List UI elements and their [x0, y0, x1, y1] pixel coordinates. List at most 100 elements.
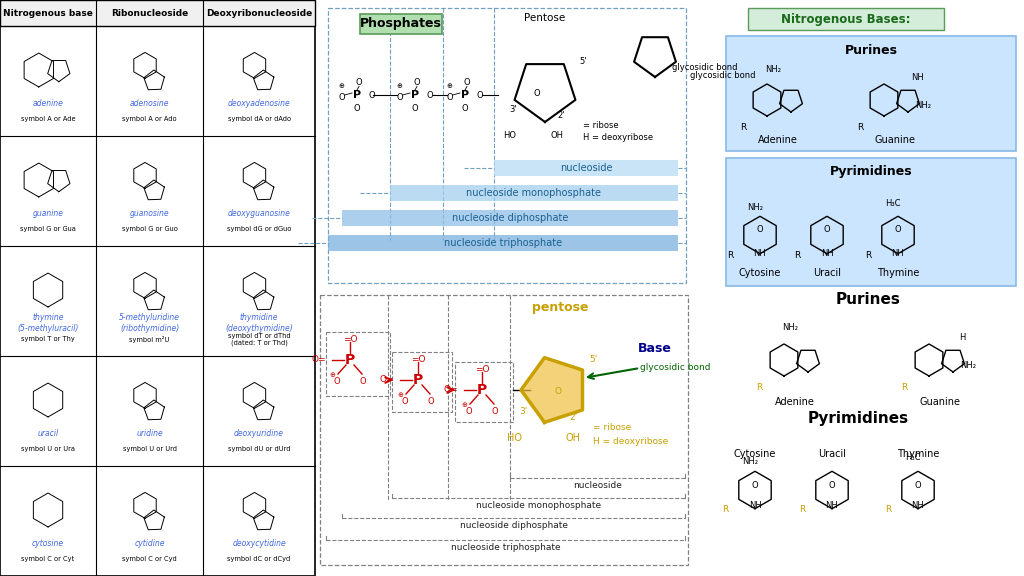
Text: Nitrogenous Bases:: Nitrogenous Bases:: [781, 13, 910, 25]
Text: R: R: [885, 506, 891, 514]
Text: HO: HO: [504, 131, 516, 139]
Bar: [319, 295, 688, 565]
Text: 5': 5': [580, 58, 587, 66]
Text: symbol U or Urd: symbol U or Urd: [123, 446, 176, 453]
Text: Thymine: Thymine: [897, 449, 939, 459]
Text: O: O: [895, 225, 901, 234]
Text: ⊕: ⊕: [397, 392, 402, 398]
Bar: [342, 210, 678, 226]
Text: R: R: [901, 384, 907, 392]
Text: Thymine: Thymine: [877, 268, 920, 278]
Text: symbol dG or dGuo: symbol dG or dGuo: [227, 226, 291, 233]
Text: O: O: [401, 396, 409, 406]
Text: NH₂: NH₂: [746, 203, 763, 211]
Text: =O: =O: [343, 335, 357, 344]
Text: NH₂: NH₂: [742, 457, 758, 467]
Bar: [0, 0, 315, 576]
Bar: [494, 160, 678, 176]
Text: symbol T or Thy: symbol T or Thy: [22, 336, 75, 343]
Text: H₃C: H₃C: [886, 199, 901, 207]
Text: O: O: [396, 93, 403, 101]
Text: R: R: [865, 251, 871, 260]
Text: NH: NH: [754, 248, 766, 257]
Text: adenine: adenine: [33, 98, 63, 108]
Text: P: P: [411, 90, 419, 100]
Text: Deoxyribonucleoside: Deoxyribonucleoside: [206, 9, 312, 17]
Text: nucleoside monophosphate: nucleoside monophosphate: [467, 188, 601, 198]
Text: symbol m²U: symbol m²U: [129, 336, 170, 343]
Text: Uracil: Uracil: [813, 268, 841, 278]
Text: nucleoside monophosphate: nucleoside monophosphate: [476, 502, 601, 510]
Text: Cytosine: Cytosine: [734, 449, 776, 459]
Text: symbol dC or dCyd: symbol dC or dCyd: [227, 556, 291, 563]
Text: O: O: [828, 480, 836, 490]
Text: O: O: [466, 407, 472, 415]
Text: HO: HO: [508, 433, 522, 443]
Text: O=: O=: [443, 385, 458, 395]
Bar: [328, 235, 678, 251]
Text: deoxyguanosine: deoxyguanosine: [227, 209, 291, 218]
Text: R: R: [722, 506, 728, 514]
Text: uridine: uridine: [136, 429, 163, 438]
Text: R: R: [794, 251, 800, 260]
Text: P: P: [345, 353, 355, 367]
Text: deoxyadenosine: deoxyadenosine: [227, 98, 291, 108]
Text: R: R: [799, 506, 805, 514]
Text: O: O: [914, 480, 922, 490]
Text: 2': 2': [557, 112, 565, 120]
Text: ⊕: ⊕: [339, 83, 345, 89]
Text: glycosidic bond: glycosidic bond: [672, 63, 737, 73]
Text: glycosidic bond: glycosidic bond: [640, 363, 711, 373]
Text: Uracil: Uracil: [818, 449, 846, 459]
Text: guanine: guanine: [33, 209, 63, 218]
Text: symbol C or Cyt: symbol C or Cyt: [22, 556, 75, 563]
Text: Base: Base: [638, 342, 672, 354]
Text: OH: OH: [551, 131, 563, 141]
Text: O: O: [462, 104, 468, 113]
Text: H = deoxyribose: H = deoxyribose: [593, 438, 669, 446]
Text: O=: O=: [380, 376, 394, 385]
Text: O: O: [355, 78, 362, 87]
Text: deoxyuridine: deoxyuridine: [234, 429, 284, 438]
Text: symbol dT or dThd
(dated: T or Thd): symbol dT or dThd (dated: T or Thd): [227, 333, 291, 346]
Text: NH: NH: [749, 502, 762, 510]
Text: 3': 3': [519, 407, 527, 416]
Text: nucleoside diphosphate: nucleoside diphosphate: [452, 213, 568, 223]
Text: R: R: [756, 384, 762, 392]
Text: ⊕: ⊕: [446, 83, 453, 89]
Text: Purines: Purines: [845, 44, 897, 56]
Text: nucleoside triphosphate: nucleoside triphosphate: [451, 544, 560, 552]
Text: 3': 3': [509, 105, 517, 115]
Text: = ribose: = ribose: [583, 120, 618, 130]
Text: NH: NH: [911, 502, 925, 510]
Text: symbol dU or dUrd: symbol dU or dUrd: [227, 446, 291, 453]
Text: O: O: [412, 104, 419, 113]
Text: R: R: [727, 251, 733, 260]
Text: O: O: [492, 407, 499, 415]
Text: symbol G or Guo: symbol G or Guo: [122, 226, 177, 233]
Text: O: O: [446, 93, 453, 101]
Text: NH₂: NH₂: [765, 66, 781, 74]
Text: O: O: [414, 78, 420, 87]
Text: =O: =O: [411, 355, 425, 365]
Text: NH: NH: [910, 74, 924, 82]
Text: symbol G or Gua: symbol G or Gua: [20, 226, 76, 233]
Bar: [726, 36, 1016, 151]
Text: Guanine: Guanine: [920, 397, 961, 407]
Text: H: H: [958, 334, 966, 343]
Text: Nitrogenous base: Nitrogenous base: [3, 9, 93, 17]
Text: NH: NH: [825, 502, 839, 510]
Text: OH: OH: [565, 433, 581, 443]
Text: O: O: [427, 90, 433, 100]
Text: O: O: [555, 388, 561, 396]
Text: P: P: [413, 373, 423, 387]
Text: 5': 5': [589, 355, 597, 365]
Text: NH: NH: [892, 248, 904, 257]
Text: P: P: [353, 90, 361, 100]
Text: nucleoside: nucleoside: [573, 482, 622, 491]
Text: P: P: [461, 90, 469, 100]
Text: ⊕: ⊕: [396, 83, 402, 89]
Text: cytidine: cytidine: [134, 539, 165, 548]
Text: Purines: Purines: [836, 293, 900, 308]
Text: O: O: [428, 396, 434, 406]
